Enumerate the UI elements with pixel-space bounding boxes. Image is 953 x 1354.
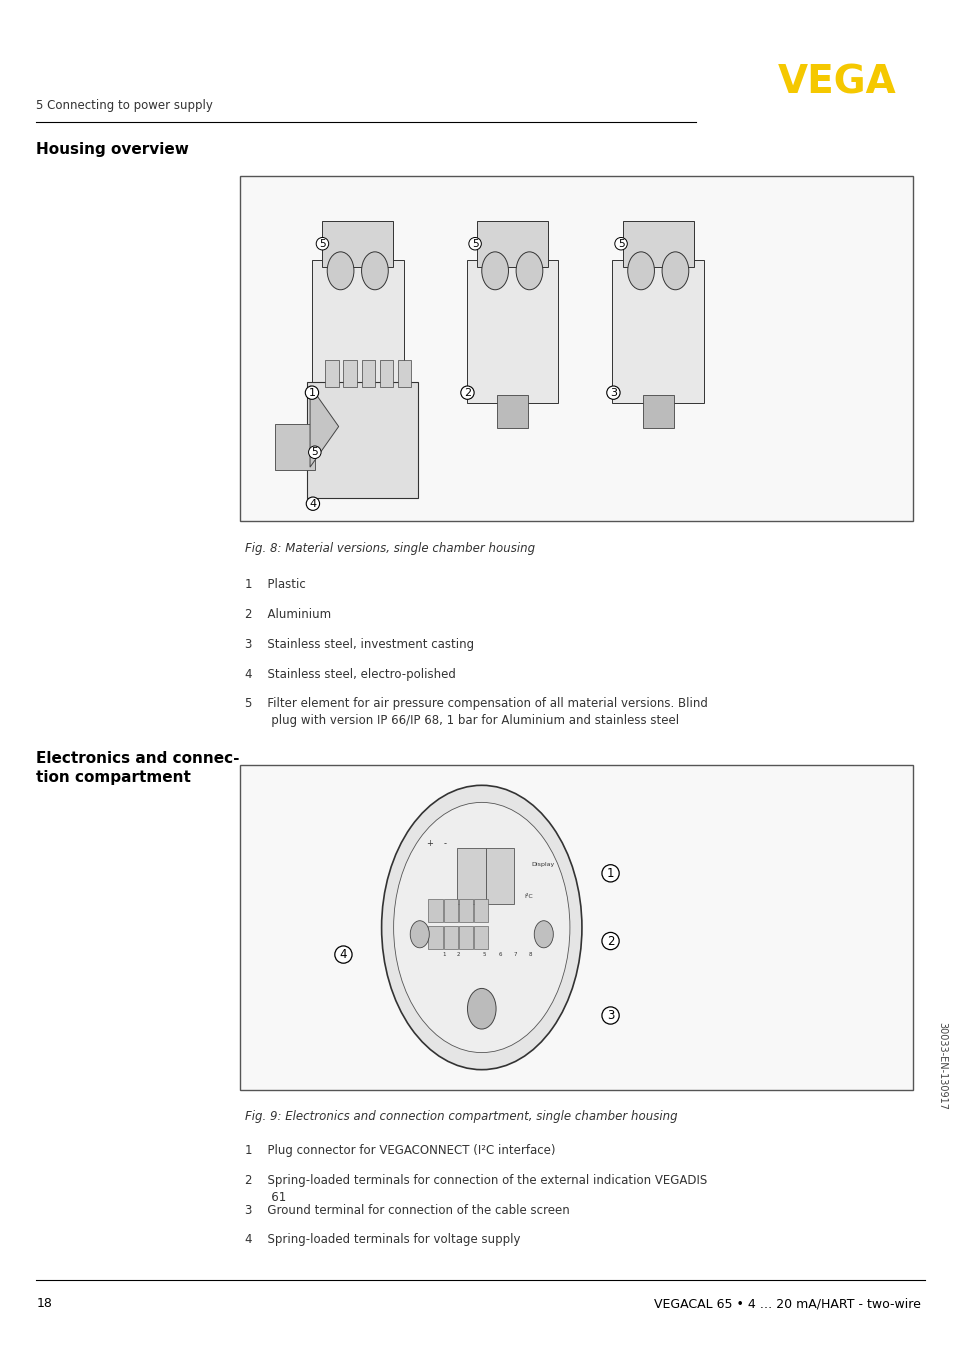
Text: 5: 5	[618, 238, 623, 249]
FancyBboxPatch shape	[443, 899, 457, 922]
Circle shape	[467, 988, 496, 1029]
Text: 4    Spring-loaded terminals for voltage supply: 4 Spring-loaded terminals for voltage su…	[245, 1233, 520, 1247]
Text: 6: 6	[497, 952, 501, 957]
Text: 2    Spring-loaded terminals for connection of the external indication VEGADIS
 : 2 Spring-loaded terminals for connection…	[245, 1174, 707, 1204]
FancyBboxPatch shape	[428, 899, 442, 922]
FancyBboxPatch shape	[312, 260, 403, 403]
Text: 7: 7	[513, 952, 517, 957]
Text: +: +	[425, 839, 433, 848]
Text: 1    Plastic: 1 Plastic	[245, 578, 306, 592]
Text: 1: 1	[441, 952, 445, 957]
Polygon shape	[310, 386, 338, 467]
FancyBboxPatch shape	[622, 221, 693, 267]
FancyBboxPatch shape	[458, 926, 473, 949]
Text: 2: 2	[606, 934, 614, 948]
Text: 2: 2	[456, 952, 460, 957]
FancyBboxPatch shape	[343, 360, 356, 387]
FancyBboxPatch shape	[361, 360, 375, 387]
Text: 1: 1	[308, 387, 315, 398]
Text: 2    Aluminium: 2 Aluminium	[245, 608, 331, 621]
FancyBboxPatch shape	[642, 395, 673, 428]
FancyBboxPatch shape	[240, 176, 912, 521]
FancyBboxPatch shape	[612, 260, 703, 403]
Circle shape	[661, 252, 688, 290]
Circle shape	[327, 252, 354, 290]
Text: 18: 18	[36, 1297, 52, 1311]
Text: 8: 8	[528, 952, 532, 957]
Circle shape	[627, 252, 654, 290]
Text: Fig. 9: Electronics and connection compartment, single chamber housing: Fig. 9: Electronics and connection compa…	[245, 1110, 677, 1124]
Text: Electronics and connec-
tion compartment: Electronics and connec- tion compartment	[36, 751, 239, 785]
Circle shape	[410, 921, 429, 948]
FancyBboxPatch shape	[342, 395, 373, 428]
Circle shape	[481, 252, 508, 290]
FancyBboxPatch shape	[466, 260, 558, 403]
Text: VEGA: VEGA	[778, 64, 896, 102]
Circle shape	[361, 252, 388, 290]
Text: VEGACAL 65 • 4 … 20 mA/HART - two-wire: VEGACAL 65 • 4 … 20 mA/HART - two-wire	[653, 1297, 920, 1311]
FancyBboxPatch shape	[397, 360, 411, 387]
FancyBboxPatch shape	[476, 221, 547, 267]
FancyBboxPatch shape	[497, 395, 527, 428]
Text: 4    Stainless steel, electro-polished: 4 Stainless steel, electro-polished	[245, 668, 456, 681]
Text: 3: 3	[609, 387, 617, 398]
Text: 5    Filter element for air pressure compensation of all material versions. Blin: 5 Filter element for air pressure compen…	[245, 697, 707, 727]
Circle shape	[516, 252, 542, 290]
FancyBboxPatch shape	[428, 926, 442, 949]
FancyBboxPatch shape	[307, 382, 417, 498]
FancyBboxPatch shape	[379, 360, 393, 387]
Text: 4: 4	[339, 948, 347, 961]
Circle shape	[534, 921, 553, 948]
FancyBboxPatch shape	[322, 221, 393, 267]
FancyBboxPatch shape	[274, 424, 314, 470]
Circle shape	[394, 803, 569, 1052]
Text: -: -	[443, 839, 447, 848]
Text: 2: 2	[463, 387, 471, 398]
Text: I²C: I²C	[524, 894, 533, 899]
Text: 4: 4	[309, 498, 316, 509]
FancyBboxPatch shape	[474, 899, 488, 922]
FancyBboxPatch shape	[325, 360, 338, 387]
Text: 5: 5	[312, 447, 317, 458]
Text: 30033-EN-130917: 30033-EN-130917	[937, 1022, 946, 1110]
Text: 3    Ground terminal for connection of the cable screen: 3 Ground terminal for connection of the …	[245, 1204, 569, 1217]
Text: 5: 5	[319, 238, 325, 249]
Text: 1    Plug connector for VEGACONNECT (I²C interface): 1 Plug connector for VEGACONNECT (I²C in…	[245, 1144, 555, 1158]
FancyBboxPatch shape	[485, 848, 514, 904]
Text: Housing overview: Housing overview	[36, 142, 189, 157]
Text: 5: 5	[482, 952, 486, 957]
FancyBboxPatch shape	[240, 765, 912, 1090]
FancyBboxPatch shape	[474, 926, 488, 949]
Text: 5: 5	[472, 238, 477, 249]
Text: Fig. 8: Material versions, single chamber housing: Fig. 8: Material versions, single chambe…	[245, 542, 535, 555]
Text: 5 Connecting to power supply: 5 Connecting to power supply	[36, 99, 213, 112]
FancyBboxPatch shape	[456, 848, 485, 904]
Text: 1: 1	[606, 867, 614, 880]
Text: 3: 3	[606, 1009, 614, 1022]
FancyBboxPatch shape	[443, 926, 457, 949]
FancyBboxPatch shape	[458, 899, 473, 922]
Text: Display: Display	[531, 862, 554, 868]
Text: 3    Stainless steel, investment casting: 3 Stainless steel, investment casting	[245, 638, 474, 651]
Circle shape	[381, 785, 581, 1070]
